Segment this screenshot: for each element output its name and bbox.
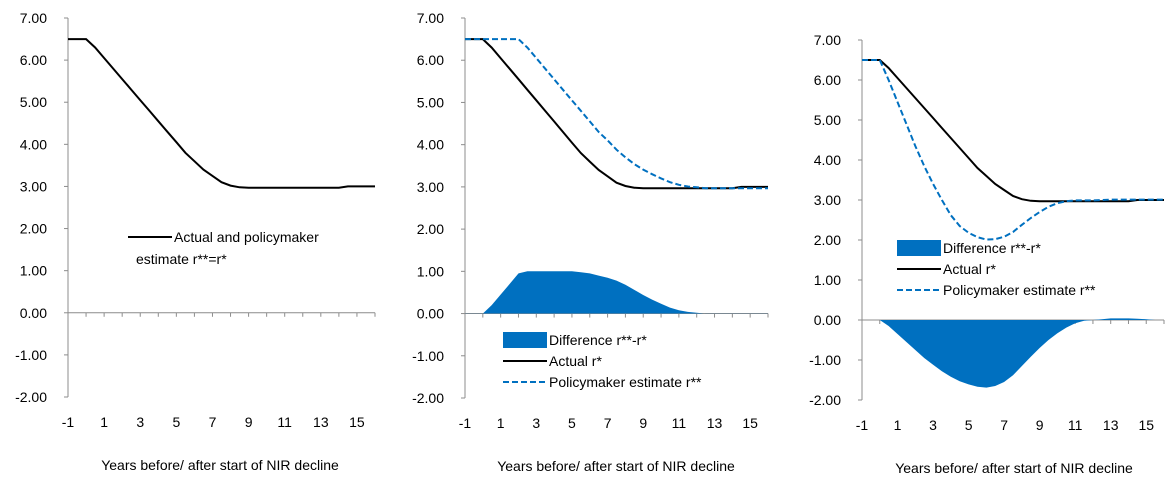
x-tick-label: 1	[894, 417, 902, 433]
legend-swatch-area	[503, 332, 547, 348]
y-tick-label: -1.00	[412, 348, 444, 364]
x-tick-label: 1	[497, 415, 505, 431]
legend-label: Difference r**-r*	[943, 240, 1041, 256]
y-tick-label: -2.00	[809, 392, 841, 408]
x-tick-label: 11	[672, 415, 687, 431]
y-tick-label: 3.00	[20, 178, 47, 194]
x-axis-title: Years before/ after start of NIR decline	[101, 457, 339, 473]
y-tick-label: 3.00	[814, 192, 841, 208]
y-tick-label: 0.00	[20, 305, 47, 321]
x-tick-label: 5	[965, 417, 973, 433]
y-tick-label: 2.00	[20, 221, 47, 237]
y-tick-label: 4.00	[814, 152, 841, 168]
legend-label: Actual r*	[549, 353, 602, 369]
y-tick-label: 1.00	[417, 263, 444, 279]
y-tick-label: 4.00	[417, 137, 444, 153]
legend-label-line2: estimate r**=r*	[136, 251, 227, 267]
x-tick-label: -1	[856, 417, 869, 433]
x-axis-title: Years before/ after start of NIR decline	[895, 460, 1133, 476]
y-tick-label: 4.00	[20, 136, 47, 152]
y-tick-label: 5.00	[20, 94, 47, 110]
y-tick-label: 6.00	[814, 72, 841, 88]
series-difference-area	[465, 271, 768, 314]
x-tick-label: 7	[604, 415, 612, 431]
y-tick-label: 0.00	[417, 306, 444, 322]
series-actual-line	[68, 38, 375, 189]
y-tick-label: 7.00	[417, 10, 444, 26]
x-tick-label: 3	[929, 417, 937, 433]
chart-panel-3: 7.00 6.00 5.00 4.00 3.00 2.00 1.00 0.00 -1.00 -2.…	[809, 32, 1165, 476]
chart-panel-2: 7.00 6.00 5.00 4.00 3.00 2.00 1.00 0.00 -1.00 -2.…	[412, 10, 769, 474]
x-tick-label: 3	[136, 414, 144, 430]
legend-swatch-area	[897, 240, 941, 256]
y-tick-label: 1.00	[814, 272, 841, 288]
x-tick-label: 5	[172, 414, 180, 430]
legend-label: Policymaker estimate r**	[943, 282, 1096, 298]
x-tick-label: 3	[532, 415, 540, 431]
y-tick-label: 6.00	[417, 52, 444, 68]
series-difference-area	[862, 318, 1164, 388]
y-tick-label: 2.00	[814, 232, 841, 248]
x-tick-label: -1	[459, 415, 472, 431]
x-tick-label: 7	[209, 414, 217, 430]
x-tick-label: 15	[349, 414, 365, 430]
x-tick-label: 9	[1036, 417, 1044, 433]
y-tick-label: -1.00	[809, 352, 841, 368]
x-tick-label: 13	[1103, 417, 1119, 433]
chart-panel-1: 7.00 6.00 5.00 4.00 3.00 2.00 1.00 0.00 -1.00 -2.…	[15, 10, 376, 473]
x-tick-label: 13	[313, 414, 329, 430]
y-tick-label: 1.00	[20, 263, 47, 279]
y-tick-label: -2.00	[412, 390, 444, 406]
y-tick-label: 2.00	[417, 221, 444, 237]
x-tick-label: 7	[1000, 417, 1008, 433]
series-actual-line	[862, 59, 1164, 203]
x-tick-label: 5	[568, 415, 576, 431]
x-tick-label: 11	[1068, 417, 1083, 433]
series-policymaker-line	[465, 38, 768, 190]
y-tick-label: -1.00	[15, 347, 47, 363]
y-tick-label: 7.00	[20, 10, 47, 26]
series-actual-line	[465, 38, 768, 190]
series-policymaker-line	[862, 59, 1164, 241]
x-tick-label: 11	[277, 414, 292, 430]
y-tick-label: 5.00	[814, 112, 841, 128]
y-tick-label: -2.00	[15, 389, 47, 405]
legend-label: Difference r**-r*	[549, 332, 647, 348]
legend-label: Policymaker estimate r**	[549, 374, 702, 390]
x-tick-label: 15	[742, 415, 758, 431]
x-tick-label: 1	[100, 414, 108, 430]
x-tick-label: 9	[245, 414, 253, 430]
x-tick-label: 15	[1138, 417, 1154, 433]
y-tick-label: 5.00	[417, 94, 444, 110]
y-tick-label: 7.00	[814, 32, 841, 48]
x-tick-label: 9	[639, 415, 647, 431]
legend-label: Actual and policymaker	[174, 229, 319, 245]
x-tick-label: -1	[62, 414, 75, 430]
y-tick-label: 6.00	[20, 52, 47, 68]
x-tick-label: 13	[707, 415, 723, 431]
x-axis-title: Years before/ after start of NIR decline	[497, 458, 735, 474]
y-tick-label: 3.00	[417, 179, 444, 195]
y-tick-label: 0.00	[814, 312, 841, 328]
legend-label: Actual r*	[943, 261, 996, 277]
